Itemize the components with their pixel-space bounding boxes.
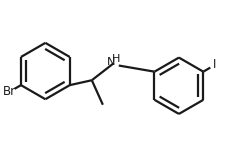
Text: H: H xyxy=(112,54,120,64)
Text: Br: Br xyxy=(3,85,16,98)
Text: N: N xyxy=(107,57,115,67)
Text: I: I xyxy=(213,58,217,71)
